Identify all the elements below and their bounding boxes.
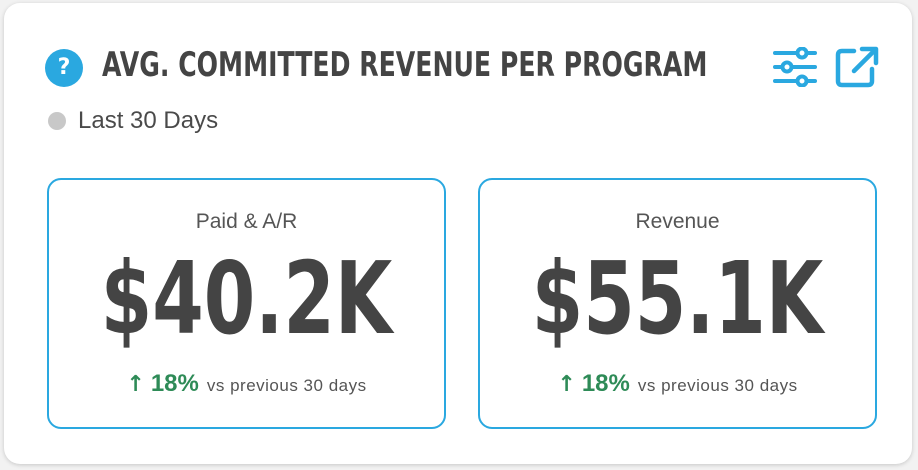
metric-value: $40.2K bbox=[100, 240, 393, 357]
sliders-icon[interactable] bbox=[772, 47, 818, 87]
change-comparison: vs previous 30 days bbox=[206, 376, 367, 395]
help-icon[interactable]: ? bbox=[45, 49, 83, 87]
metric-change: ↑ 18% vs previous 30 days bbox=[49, 370, 444, 398]
revenue-card: ? AVG. COMMITTED REVENUE PER PROGRAM Las… bbox=[4, 3, 912, 464]
period-filter: Last 30 Days bbox=[48, 107, 218, 135]
arrow-up-icon: ↑ bbox=[126, 372, 145, 397]
change-percent: 18% bbox=[581, 370, 630, 397]
change-percent: 18% bbox=[150, 370, 199, 397]
metric-label: Revenue bbox=[635, 210, 720, 233]
status-dot bbox=[48, 112, 66, 130]
metric-card-paid-ar: Paid & A/R $40.2K ↑ 18% vs previous 30 d… bbox=[47, 178, 446, 429]
metric-card-revenue: Revenue $55.1K ↑ 18% vs previous 30 days bbox=[478, 178, 877, 429]
metric-label: Paid & A/R bbox=[195, 210, 298, 233]
metric-change: ↑ 18% vs previous 30 days bbox=[480, 370, 875, 398]
external-link-icon[interactable] bbox=[834, 45, 880, 89]
card-title: AVG. COMMITTED REVENUE PER PROGRAM bbox=[102, 45, 708, 85]
metric-value: $55.1K bbox=[531, 240, 824, 357]
arrow-up-icon: ↑ bbox=[557, 372, 576, 397]
period-label: Last 30 Days bbox=[78, 107, 219, 134]
change-comparison: vs previous 30 days bbox=[637, 376, 798, 395]
help-icon-glyph: ? bbox=[57, 55, 71, 80]
